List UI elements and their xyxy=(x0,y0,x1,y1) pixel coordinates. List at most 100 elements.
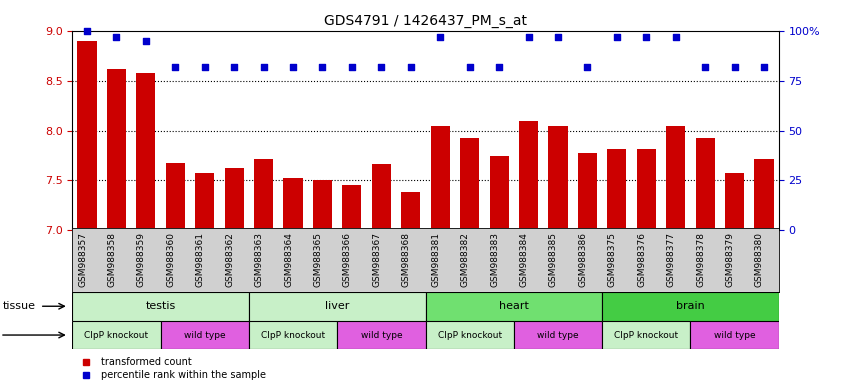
Bar xyxy=(136,73,156,230)
Bar xyxy=(283,179,303,230)
Bar xyxy=(489,156,509,230)
Text: GSM988386: GSM988386 xyxy=(579,232,587,286)
Text: GSM988359: GSM988359 xyxy=(137,232,146,286)
Point xyxy=(257,64,271,70)
Text: transformed count: transformed count xyxy=(100,357,191,367)
Bar xyxy=(460,137,479,230)
Text: GSM988365: GSM988365 xyxy=(313,232,323,286)
Bar xyxy=(426,292,602,321)
Bar xyxy=(161,321,248,349)
Bar xyxy=(608,149,626,230)
Bar xyxy=(666,126,685,230)
Point xyxy=(316,64,329,70)
Text: percentile rank within the sample: percentile rank within the sample xyxy=(100,371,266,381)
Point xyxy=(757,64,771,70)
Bar xyxy=(548,126,568,230)
Point xyxy=(463,64,477,70)
Point xyxy=(639,34,653,40)
Point xyxy=(404,64,418,70)
Text: tissue: tissue xyxy=(3,301,36,311)
Text: heart: heart xyxy=(499,301,528,311)
Text: GSM988361: GSM988361 xyxy=(196,232,205,286)
Text: GSM988380: GSM988380 xyxy=(755,232,764,286)
Text: GSM988381: GSM988381 xyxy=(431,232,440,286)
Point xyxy=(699,64,712,70)
Point xyxy=(580,64,594,70)
Text: brain: brain xyxy=(676,301,705,311)
Text: wild type: wild type xyxy=(714,331,756,339)
Text: GSM988375: GSM988375 xyxy=(608,232,617,286)
Bar xyxy=(342,185,362,230)
Text: wild type: wild type xyxy=(537,331,579,339)
Point xyxy=(374,64,388,70)
Bar xyxy=(426,321,514,349)
Text: GSM988385: GSM988385 xyxy=(549,232,558,286)
Bar xyxy=(195,174,214,230)
Bar xyxy=(519,121,538,230)
Bar xyxy=(107,69,126,230)
Text: ClpP knockout: ClpP knockout xyxy=(437,331,502,339)
Text: GSM988384: GSM988384 xyxy=(519,232,528,286)
Bar xyxy=(514,321,602,349)
Text: GSM988366: GSM988366 xyxy=(343,232,352,286)
Point xyxy=(728,64,741,70)
Bar xyxy=(77,41,97,230)
Text: GSM988376: GSM988376 xyxy=(637,232,646,286)
Point xyxy=(522,34,535,40)
Bar xyxy=(725,174,744,230)
Text: ClpP knockout: ClpP knockout xyxy=(261,331,325,339)
Point xyxy=(139,38,152,44)
Point xyxy=(346,64,359,70)
Point xyxy=(286,64,300,70)
Point xyxy=(198,64,212,70)
Bar xyxy=(313,180,332,230)
Point xyxy=(669,34,683,40)
Bar xyxy=(431,126,450,230)
Point xyxy=(168,64,182,70)
Text: wild type: wild type xyxy=(361,331,403,339)
Bar xyxy=(72,292,248,321)
Text: GSM988383: GSM988383 xyxy=(490,232,499,286)
Bar xyxy=(166,162,185,230)
Point xyxy=(433,34,447,40)
Text: GSM988363: GSM988363 xyxy=(254,232,264,286)
Text: GSM988377: GSM988377 xyxy=(666,232,676,286)
Bar xyxy=(254,159,273,230)
Text: ClpP knockout: ClpP knockout xyxy=(614,331,678,339)
Bar xyxy=(248,321,337,349)
Bar xyxy=(72,321,161,349)
Text: GSM988367: GSM988367 xyxy=(373,232,381,286)
Bar xyxy=(690,321,779,349)
Text: GSM988360: GSM988360 xyxy=(166,232,175,286)
Point xyxy=(492,64,505,70)
Bar xyxy=(637,149,656,230)
Bar xyxy=(602,292,779,321)
Text: GSM988358: GSM988358 xyxy=(107,232,117,286)
Text: ClpP knockout: ClpP knockout xyxy=(84,331,149,339)
Point xyxy=(551,34,565,40)
Bar xyxy=(372,164,391,230)
Bar xyxy=(602,321,690,349)
Point xyxy=(110,34,123,40)
Text: GSM988368: GSM988368 xyxy=(402,232,411,286)
Bar xyxy=(578,152,597,230)
Text: GSM988378: GSM988378 xyxy=(696,232,705,286)
Bar xyxy=(248,292,426,321)
Title: GDS4791 / 1426437_PM_s_at: GDS4791 / 1426437_PM_s_at xyxy=(324,14,527,28)
Bar xyxy=(401,192,420,230)
Text: GSM988357: GSM988357 xyxy=(78,232,87,286)
Bar xyxy=(225,167,243,230)
Text: liver: liver xyxy=(325,301,350,311)
Text: GSM988382: GSM988382 xyxy=(460,232,470,286)
Text: GSM988364: GSM988364 xyxy=(284,232,293,286)
Bar xyxy=(695,137,715,230)
Bar xyxy=(754,159,774,230)
Text: GSM988379: GSM988379 xyxy=(726,232,734,286)
Text: testis: testis xyxy=(146,301,176,311)
Text: GSM988362: GSM988362 xyxy=(226,232,234,286)
Point xyxy=(610,34,624,40)
Bar xyxy=(337,321,426,349)
Point xyxy=(80,28,94,34)
Text: wild type: wild type xyxy=(184,331,226,339)
Point xyxy=(227,64,241,70)
